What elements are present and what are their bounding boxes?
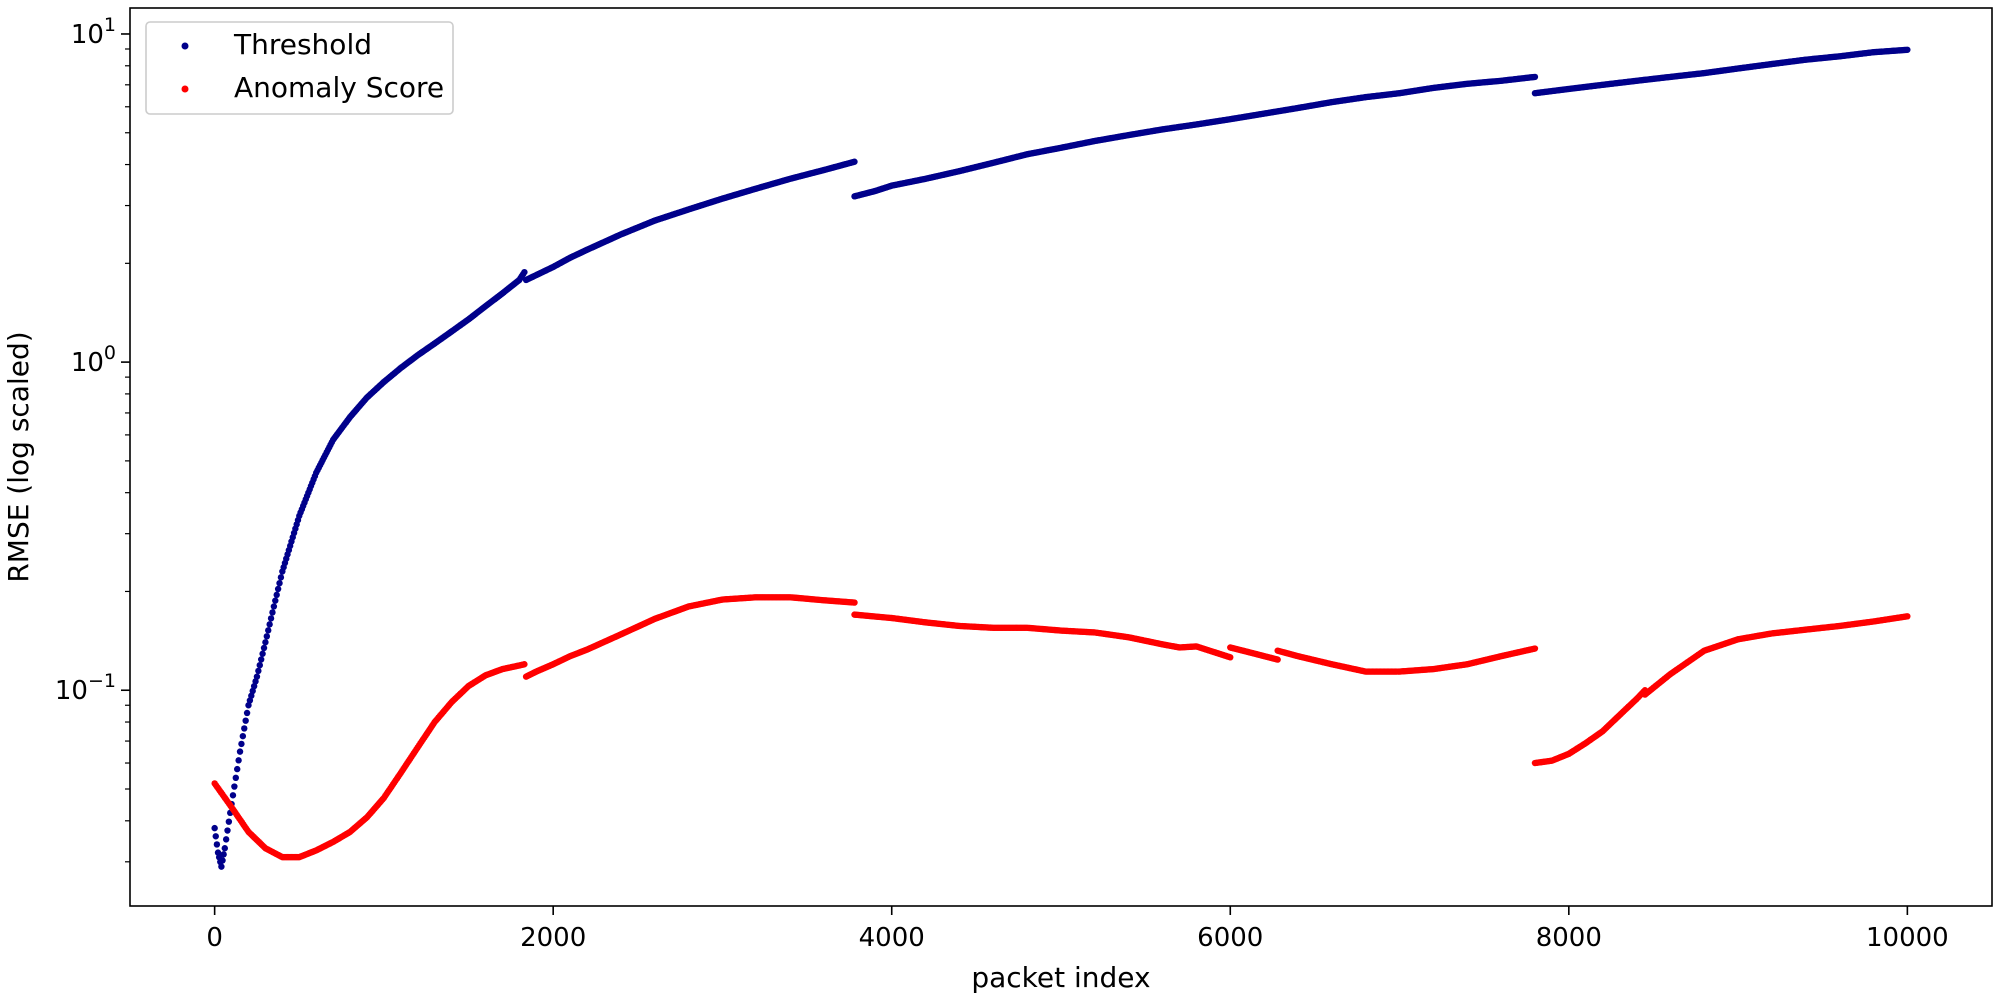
legend-marker-threshold [181,42,189,50]
data-point [1227,654,1234,661]
series-threshold [211,46,1911,870]
y-tick-label: 100 [71,342,116,378]
data-point [231,783,238,790]
data-point [256,661,263,669]
data-point [242,717,249,724]
data-point [232,774,239,782]
data-point [272,597,279,604]
data-point [521,661,528,668]
data-point [851,158,858,165]
x-axis: 0 2000 4000 6000 8000 10000 [206,906,1949,953]
data-point [255,667,262,675]
x-tick-label: 10000 [1866,923,1949,953]
data-point [243,709,251,717]
data-point [1531,645,1539,652]
data-point [234,765,241,773]
y-tick-label: 10−1 [55,670,116,706]
plot-frame [129,7,1993,907]
data-point [238,740,245,748]
data-point [241,725,248,732]
data-point [213,841,221,848]
data-point [211,824,218,832]
data-point [521,268,528,276]
y-axis: 10−1 100 101 [55,14,130,863]
data-point [270,603,278,610]
data-point [219,857,226,864]
data-point [224,827,231,834]
x-tick-label: 2000 [520,923,586,953]
series-layer [211,46,1911,870]
legend: Threshold Anomaly Score [145,21,454,115]
x-tick-label: 8000 [1536,923,1602,953]
y-axis-label: RMSE (log scaled) [2,331,35,582]
data-point [236,748,244,755]
legend-marker-anomaly-score [181,85,189,93]
data-point [221,845,228,852]
data-point [259,650,266,657]
data-point [212,833,219,840]
data-point [1904,46,1911,53]
x-tick-label: 6000 [1197,923,1263,953]
data-point [1274,656,1281,663]
legend-label-threshold: Threshold [233,28,372,61]
data-point [273,591,280,599]
data-point [229,792,237,799]
legend-box [145,21,454,115]
data-point [263,633,271,640]
data-point [269,609,276,616]
data-point [239,732,247,740]
data-point [851,599,858,606]
data-point [257,656,265,663]
legend-label-anomaly-score: Anomaly Score [234,71,444,104]
data-point [267,615,275,622]
x-tick-label: 0 [206,923,223,953]
x-tick-label: 4000 [859,923,925,953]
data-point [220,851,227,858]
x-axis-label: packet index [971,961,1150,994]
data-point [260,644,268,652]
data-point [222,836,230,843]
data-point [266,621,273,628]
series-anomaly-score [211,594,1911,861]
data-point [1904,613,1911,620]
data-point [218,863,225,870]
data-point [277,574,285,581]
data-point [276,579,283,587]
data-point [253,673,261,680]
data-point [274,585,282,593]
data-point [225,818,233,825]
data-point [235,757,242,764]
data-point [1531,73,1539,81]
data-point [262,639,269,646]
data-point [265,627,272,634]
y-tick-label: 101 [71,14,116,50]
